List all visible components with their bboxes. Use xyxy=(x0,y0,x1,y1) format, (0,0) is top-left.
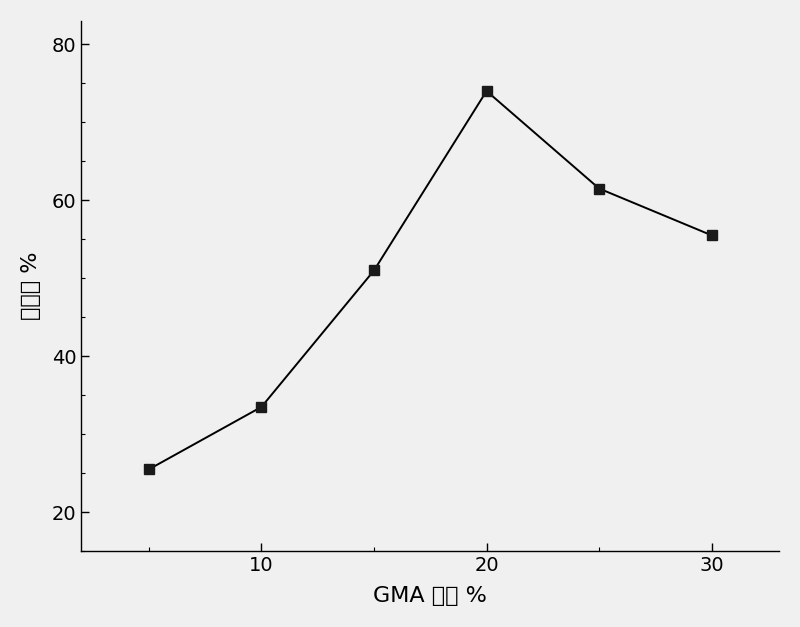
Y-axis label: 接枝率 %: 接枝率 % xyxy=(21,252,41,320)
X-axis label: GMA 浓度 %: GMA 浓度 % xyxy=(374,586,487,606)
